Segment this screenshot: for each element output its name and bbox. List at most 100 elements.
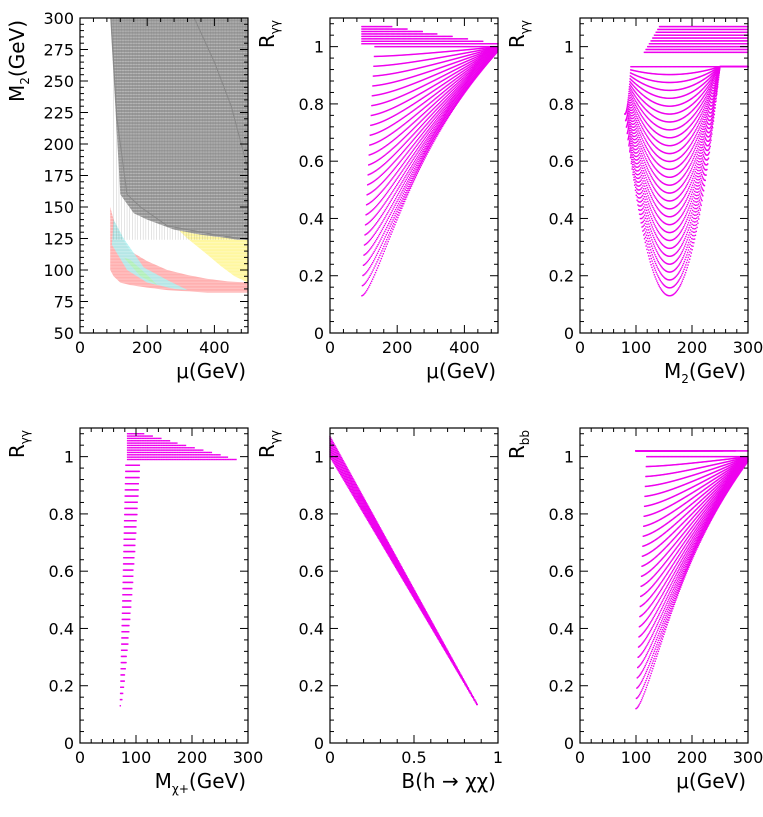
p2-point xyxy=(471,72,473,75)
p2-point xyxy=(456,93,458,96)
p2-point xyxy=(439,67,441,69)
p1-edge xyxy=(110,18,248,241)
p2-band-point xyxy=(411,40,413,43)
p2-point xyxy=(424,147,426,149)
p2-point xyxy=(440,89,442,91)
p2-point xyxy=(368,193,370,195)
p2-point xyxy=(411,90,413,93)
p2-point xyxy=(370,134,372,136)
p2-point xyxy=(379,45,381,48)
p2-band-point xyxy=(421,35,424,38)
p2-band-point xyxy=(414,38,417,40)
p2-point xyxy=(400,165,403,167)
p2-band-point xyxy=(465,38,468,40)
p2-point xyxy=(429,70,431,72)
p2-band-point xyxy=(386,25,389,28)
p3-point xyxy=(699,207,701,210)
p2-band-point xyxy=(419,38,421,40)
p2-point xyxy=(375,178,378,181)
p2-point xyxy=(451,95,453,97)
p2-point xyxy=(383,137,386,140)
p2-band-point xyxy=(442,40,444,43)
p2-point xyxy=(473,45,475,48)
p2-point xyxy=(390,99,393,101)
p2-point xyxy=(414,61,416,63)
p2-point xyxy=(370,280,373,282)
p2-point xyxy=(408,99,410,101)
p3-point xyxy=(662,284,665,286)
p2-point xyxy=(410,69,413,71)
p2-point xyxy=(456,61,459,63)
p2-point xyxy=(446,73,448,75)
p3-point xyxy=(646,243,648,245)
p2-band-point xyxy=(436,38,438,40)
p2-point xyxy=(446,113,448,115)
p2-point xyxy=(419,116,421,118)
p2-point xyxy=(433,118,435,120)
p2-band-point xyxy=(379,38,382,40)
p2-band-point xyxy=(411,33,413,35)
p2-point xyxy=(389,45,392,48)
p2-point xyxy=(466,65,469,67)
p2-point xyxy=(408,183,411,186)
p2-point xyxy=(480,57,482,59)
p2-point xyxy=(399,189,402,191)
p2-point xyxy=(449,45,451,48)
p2-point xyxy=(380,191,382,193)
p2-point xyxy=(369,248,371,251)
p2-point xyxy=(448,105,450,108)
p2-point xyxy=(391,178,393,180)
p2-point xyxy=(386,92,388,94)
p2-band-point xyxy=(397,38,400,40)
p2-point xyxy=(407,162,409,164)
p2-band-point xyxy=(380,28,383,30)
p2-point xyxy=(387,55,389,57)
p2-point xyxy=(430,58,433,60)
p2-band-point xyxy=(396,43,399,45)
p2-point xyxy=(429,64,431,67)
p2-point xyxy=(403,200,406,203)
p2-point xyxy=(419,135,422,137)
p2-band-point xyxy=(376,33,378,35)
p2-point xyxy=(383,119,386,122)
p2-point xyxy=(467,54,469,57)
p2-band-point xyxy=(377,40,379,43)
p2-point xyxy=(398,71,400,74)
p3-point xyxy=(650,257,652,260)
p2-point xyxy=(457,81,460,83)
p2-point xyxy=(435,131,437,134)
p2-band-point xyxy=(368,43,371,45)
p2-point xyxy=(456,85,458,87)
p2-point xyxy=(403,45,405,48)
p2-point xyxy=(420,134,423,136)
p2-band-point xyxy=(392,43,395,45)
p2-point xyxy=(431,64,433,66)
p2-point xyxy=(432,63,435,66)
p2-point xyxy=(441,96,443,98)
p3-point xyxy=(645,245,647,247)
p2-point xyxy=(443,112,445,114)
p2-point xyxy=(445,69,447,71)
p2-point xyxy=(453,98,456,100)
p2-point xyxy=(441,103,443,105)
p2-point xyxy=(435,109,437,111)
p2-point xyxy=(385,110,387,112)
p2-point xyxy=(469,71,472,73)
p2-band-point xyxy=(384,40,386,43)
p2-point xyxy=(449,101,451,104)
p2-point xyxy=(443,60,446,63)
p2-point xyxy=(459,77,461,80)
p2-point xyxy=(378,202,380,205)
p2-point xyxy=(476,52,479,54)
p2-point xyxy=(478,47,481,50)
p2-band-point xyxy=(418,35,420,38)
p2-band-point xyxy=(453,38,456,40)
p3-point xyxy=(695,224,698,226)
p2-point xyxy=(402,54,405,56)
p2-band-point xyxy=(478,43,480,45)
p2-point xyxy=(418,60,421,62)
p2-point xyxy=(411,163,414,166)
p2-point xyxy=(444,112,446,114)
p2-band-point xyxy=(413,35,416,38)
